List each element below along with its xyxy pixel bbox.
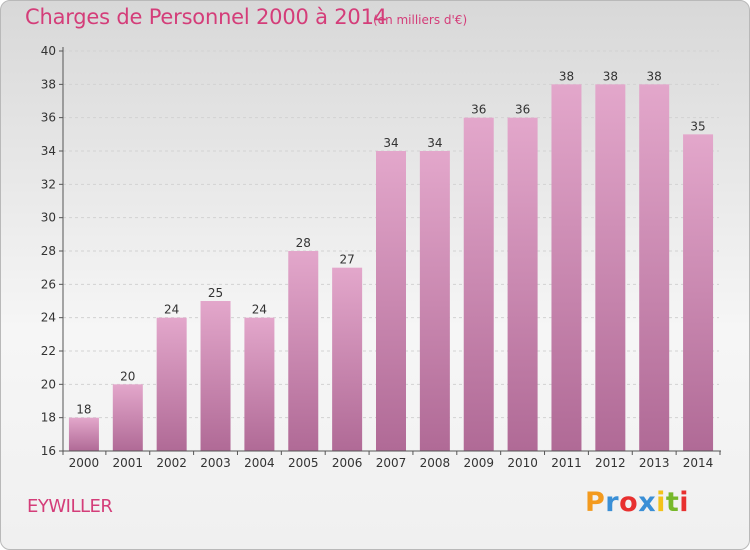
y-tick-label: 36 bbox=[41, 111, 56, 125]
data-label: 18 bbox=[76, 403, 91, 417]
x-tick-label: 2013 bbox=[639, 456, 670, 470]
data-label: 36 bbox=[515, 103, 530, 117]
x-tick-label: 2011 bbox=[551, 456, 582, 470]
y-tick-label: 26 bbox=[41, 277, 56, 291]
bars bbox=[68, 84, 714, 452]
x-tick-label: 2006 bbox=[332, 456, 363, 470]
data-label: 34 bbox=[383, 136, 398, 150]
bar bbox=[463, 117, 494, 452]
commune-name: EYWILLER bbox=[27, 496, 113, 517]
bar bbox=[507, 117, 538, 452]
data-label: 34 bbox=[427, 136, 442, 150]
data-label: 38 bbox=[647, 69, 662, 83]
x-tick-label: 2000 bbox=[69, 456, 100, 470]
x-tick-label: 2014 bbox=[683, 456, 714, 470]
chart-title: Charges de Personnel 2000 à 2014 bbox=[25, 5, 387, 29]
y-tick-label: 20 bbox=[41, 377, 56, 391]
y-axis: 16 18 20 22 24 26 28 30 32 34 36 38 40 bbox=[41, 44, 64, 458]
logo-letter: o bbox=[619, 487, 639, 518]
bar bbox=[68, 417, 99, 451]
y-tick-label: 28 bbox=[41, 244, 56, 258]
data-label: 24 bbox=[252, 303, 267, 317]
logo-letter: t bbox=[665, 487, 680, 518]
data-label: 35 bbox=[690, 119, 705, 133]
y-tick-label: 40 bbox=[41, 44, 56, 58]
bar bbox=[112, 384, 143, 451]
y-tick-label: 22 bbox=[41, 344, 56, 358]
y-tick-label: 16 bbox=[41, 444, 56, 458]
bar bbox=[595, 84, 626, 451]
proxiti-logo[interactable]: Proxiti bbox=[585, 487, 689, 518]
bar bbox=[376, 151, 406, 451]
bar bbox=[683, 134, 714, 452]
y-tick-label: 30 bbox=[41, 211, 56, 225]
logo-letter: i bbox=[656, 487, 666, 518]
bar bbox=[156, 317, 187, 451]
bar bbox=[200, 301, 231, 451]
data-label: 24 bbox=[164, 303, 179, 317]
y-tick-label: 18 bbox=[41, 411, 56, 425]
data-label: 38 bbox=[603, 69, 618, 83]
logo-letter: i bbox=[679, 487, 690, 518]
data-labels: 18 20 24 25 24 28 27 34 34 36 36 38 38 38 35 bbox=[76, 69, 705, 416]
logo-letter: r bbox=[605, 487, 620, 518]
x-tick-label: 2001 bbox=[113, 456, 144, 470]
bar bbox=[288, 251, 319, 451]
x-tick-label: 2004 bbox=[244, 456, 275, 470]
chart-subtitle: (en milliers d'€) bbox=[373, 13, 468, 27]
x-tick-label: 2007 bbox=[376, 456, 407, 470]
x-tick-label: 2005 bbox=[288, 456, 319, 470]
data-label: 36 bbox=[471, 103, 486, 117]
x-tick-label: 2009 bbox=[463, 456, 494, 470]
y-tick-label: 24 bbox=[41, 311, 56, 325]
data-label: 25 bbox=[208, 286, 223, 300]
x-axis: 2000 2001 2002 2003 2004 2005 2006 2007 2008 2009… bbox=[62, 450, 721, 470]
x-tick-label: 2003 bbox=[200, 456, 231, 470]
y-tick-label: 38 bbox=[41, 77, 56, 91]
bar bbox=[551, 84, 582, 451]
y-tick-label: 34 bbox=[41, 144, 56, 158]
x-tick-label: 2008 bbox=[420, 456, 451, 470]
x-tick-label: 2002 bbox=[156, 456, 187, 470]
bar bbox=[419, 151, 450, 451]
logo-letter: x bbox=[638, 487, 657, 518]
data-label: 20 bbox=[120, 369, 135, 383]
x-tick-label: 2012 bbox=[595, 456, 626, 470]
x-tick-label: 2010 bbox=[507, 456, 538, 470]
data-label: 28 bbox=[296, 236, 311, 250]
bar bbox=[244, 317, 275, 451]
data-label: 38 bbox=[559, 69, 574, 83]
bar bbox=[332, 267, 363, 451]
y-tick-label: 32 bbox=[41, 177, 56, 191]
data-label: 27 bbox=[339, 253, 354, 267]
bar bbox=[639, 84, 670, 451]
logo-letter: P bbox=[585, 487, 606, 518]
